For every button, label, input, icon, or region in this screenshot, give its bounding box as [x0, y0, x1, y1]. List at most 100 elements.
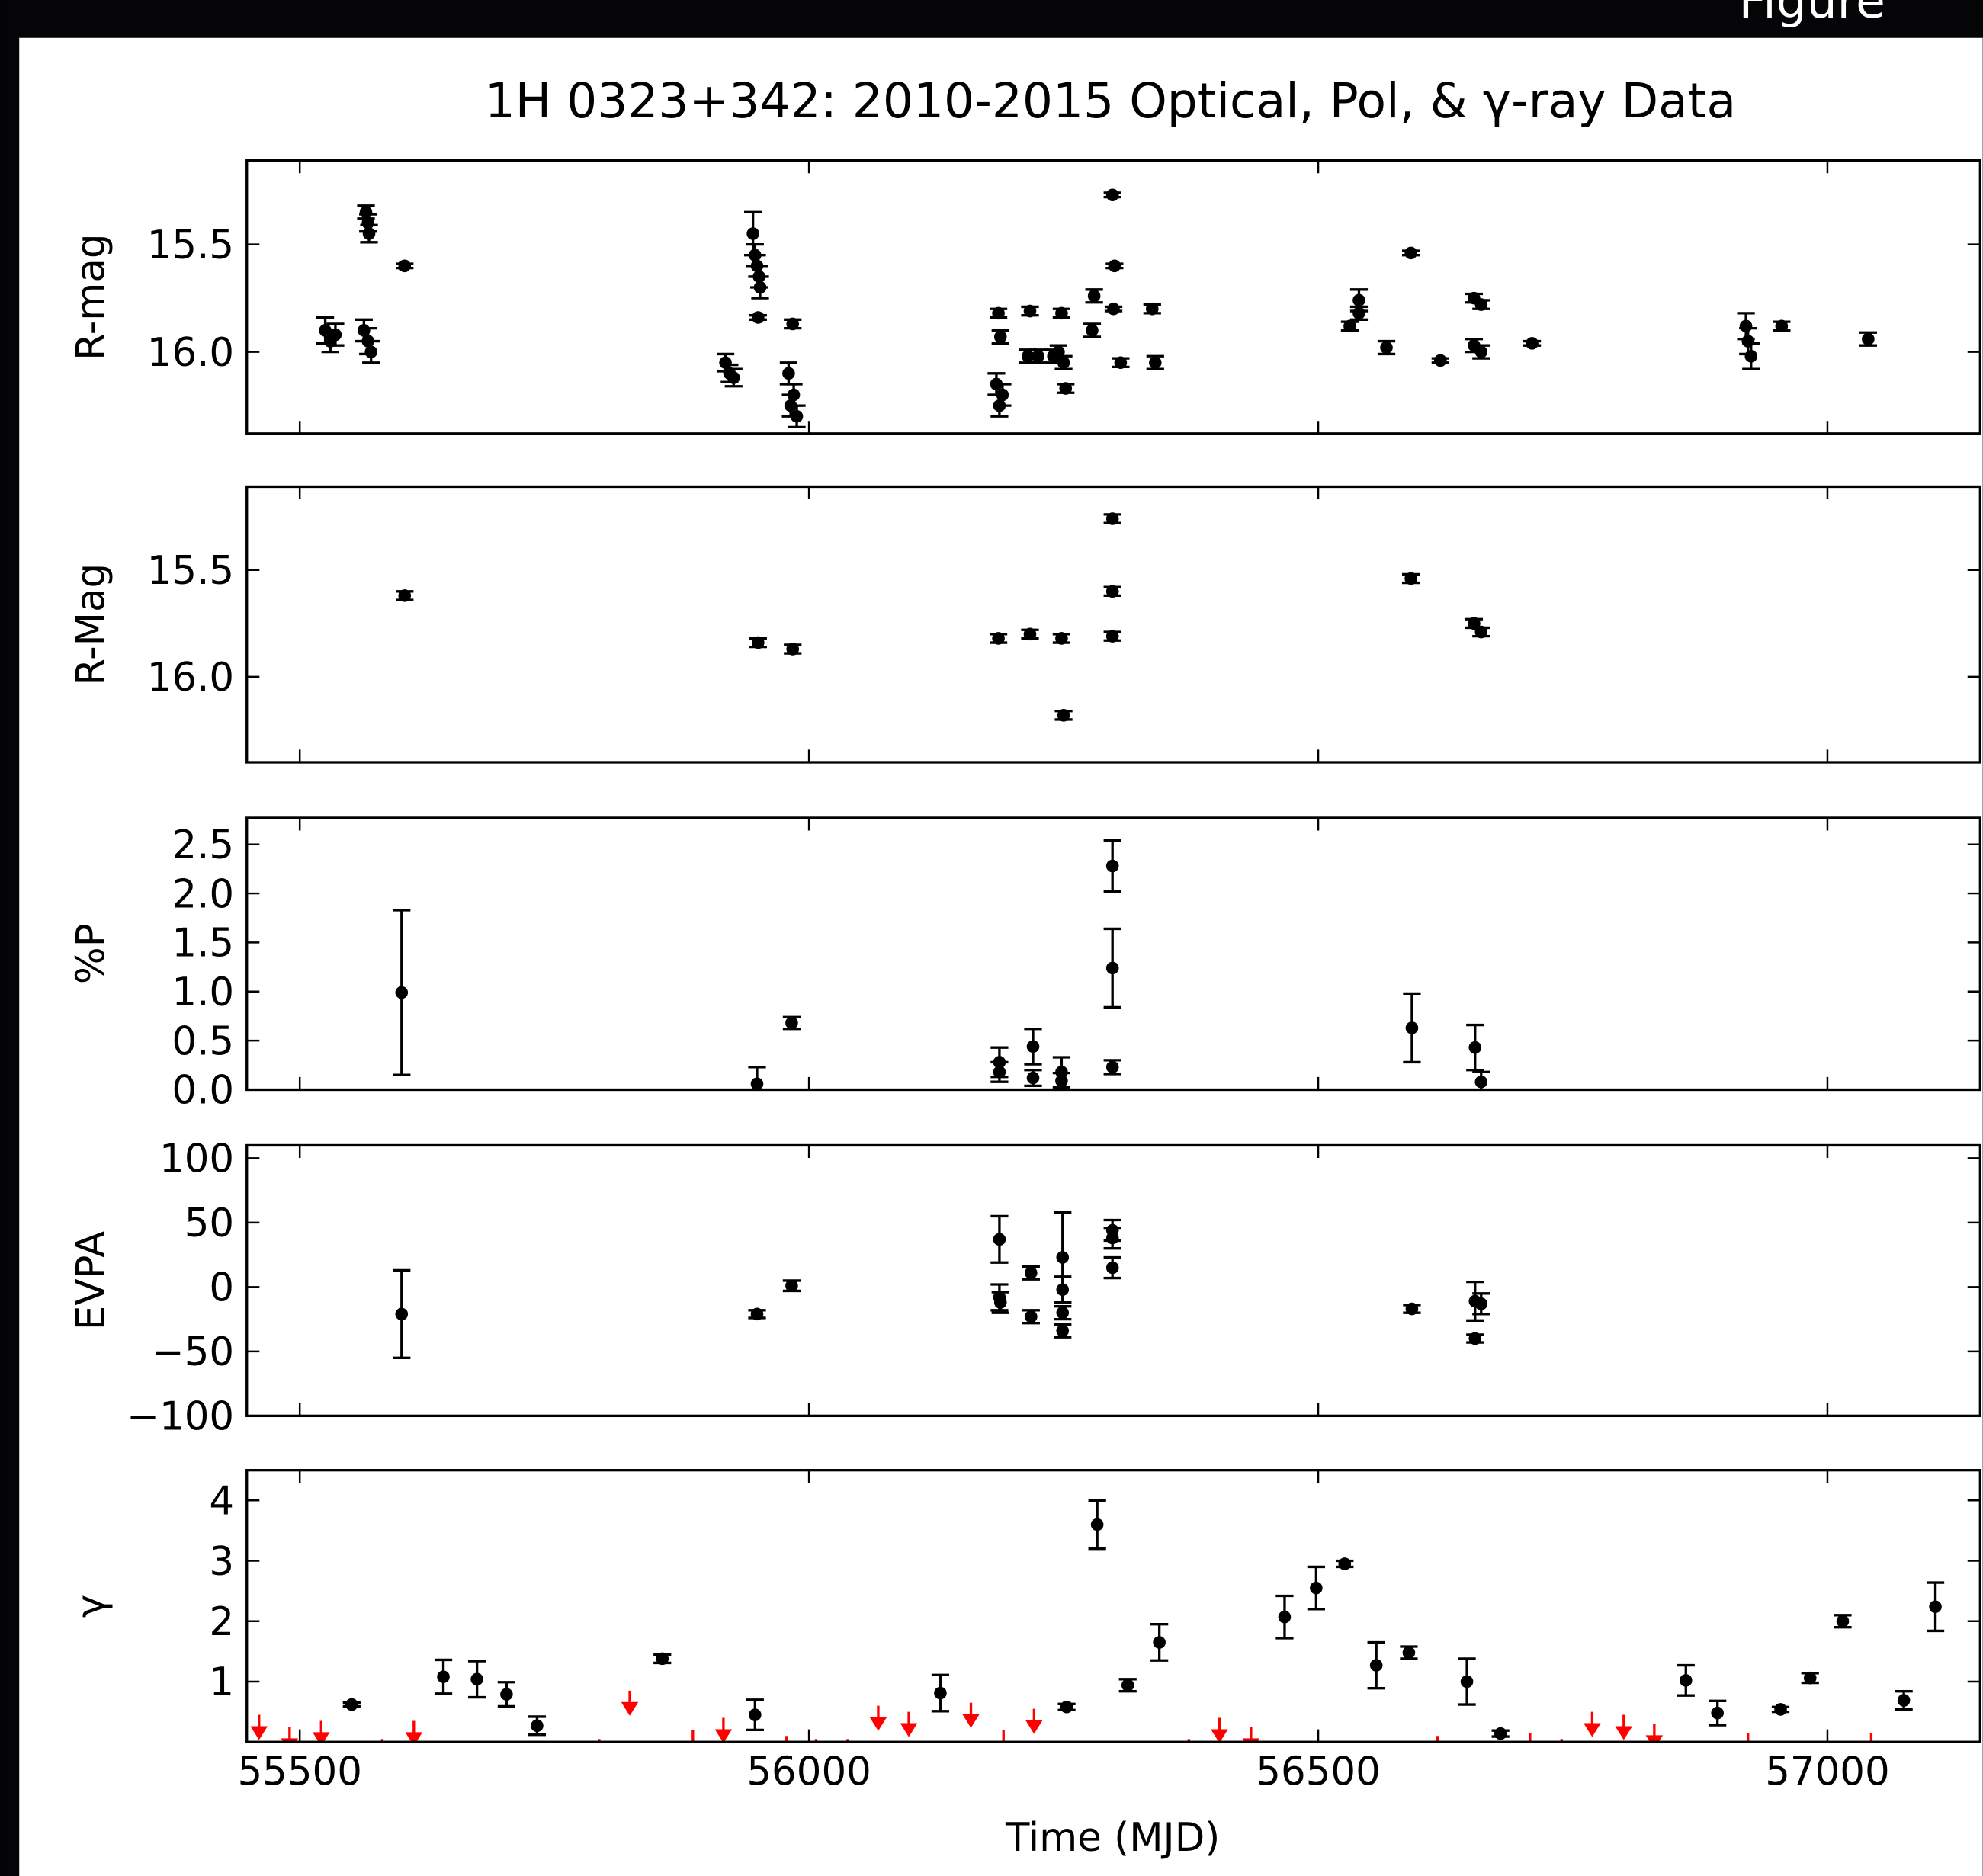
data-point: [470, 1672, 483, 1686]
data-point: [395, 986, 409, 999]
data-point: [1055, 1074, 1068, 1088]
data-point: [1775, 319, 1789, 333]
data-point: [750, 1077, 764, 1090]
data-point: [1460, 1675, 1474, 1688]
y-tick-label: −100: [127, 1394, 234, 1440]
upper-limit-arrow: [900, 1711, 918, 1737]
upper-limit-arrow: [994, 1730, 1012, 1743]
upper-limit-arrow: [250, 1714, 268, 1740]
data-point: [1149, 356, 1162, 370]
data-point: [790, 409, 804, 423]
data-point: [1474, 298, 1488, 311]
data-point: [1026, 1040, 1040, 1053]
data-point: [1474, 1297, 1488, 1310]
data-point: [993, 1296, 1007, 1309]
data-point: [786, 317, 800, 331]
data-point: [1105, 859, 1119, 873]
axes-frame: [245, 1143, 1981, 1418]
y-tick-label: 1.5: [172, 921, 234, 967]
data-point: [656, 1652, 669, 1666]
upper-limit-arrow: [621, 1690, 639, 1716]
data-point: [1343, 319, 1356, 333]
axes-frame: [245, 816, 1981, 1092]
y-tick-label: 4: [209, 1479, 234, 1525]
data-point: [1836, 1615, 1850, 1628]
data-point: [1121, 1679, 1134, 1692]
data-point: [1468, 1041, 1482, 1054]
y-axis-label: γ: [68, 1595, 114, 1618]
y-tick-label: 2: [209, 1599, 234, 1645]
data-point: [1105, 1060, 1119, 1074]
upper-limit-arrow: [962, 1702, 980, 1728]
panel: EVPA −100 −50 0 50 100: [68, 1137, 1981, 1440]
data-point: [1055, 306, 1068, 320]
y-tick-label: 2.5: [172, 823, 234, 868]
data-point: [395, 1307, 409, 1321]
data-point: [1741, 335, 1755, 348]
data-point: [1278, 1610, 1292, 1624]
y-axis-label: %P: [68, 923, 114, 984]
upper-limit-arrow: [1242, 1727, 1260, 1743]
upper-limit-arrow: [1211, 1717, 1228, 1743]
data-point: [1774, 1703, 1787, 1716]
data-point: [1711, 1706, 1724, 1720]
data-point: [1057, 356, 1070, 370]
axes-frame: [245, 159, 1981, 435]
upper-limit-arrow: [1584, 1711, 1601, 1737]
data-point: [993, 1066, 1006, 1079]
x-tick-label: 55500: [237, 1749, 361, 1795]
data-point: [1153, 1636, 1166, 1649]
upper-limit-arrow: [1436, 1736, 1439, 1743]
data-point: [785, 1279, 798, 1292]
data-point: [1352, 293, 1365, 307]
y-tick-label: 100: [159, 1137, 234, 1182]
data-point: [1105, 512, 1119, 525]
data-point: [1744, 349, 1758, 363]
upper-limit-arrow: [714, 1717, 733, 1743]
upper-limit-arrow: [1615, 1714, 1633, 1740]
data-point: [329, 328, 342, 342]
data-point: [1405, 1302, 1419, 1316]
data-point: [359, 206, 373, 219]
y-tick-label: 0.5: [172, 1018, 234, 1064]
data-point: [364, 345, 377, 358]
data-point: [992, 632, 1005, 645]
data-point: [1087, 290, 1101, 303]
data-point: [1105, 961, 1119, 975]
data-point: [1369, 1659, 1383, 1672]
data-point: [746, 227, 759, 240]
data-point: [1090, 1518, 1104, 1531]
upper-limit-arrow: [684, 1730, 702, 1743]
data-point: [1055, 632, 1068, 645]
data-point: [1026, 1071, 1040, 1085]
data-point: [1739, 319, 1753, 333]
y-tick-label: 0.0: [172, 1068, 234, 1114]
data-point: [1025, 1266, 1038, 1280]
data-point: [437, 1670, 450, 1683]
data-point: [1474, 625, 1488, 639]
upper-limit-arrow: [869, 1705, 887, 1731]
y-tick-label: 50: [185, 1201, 234, 1246]
y-tick-label: 15.5: [147, 223, 234, 268]
x-axis-label: Time (MJD): [1005, 1815, 1220, 1861]
axes-frame: [245, 485, 1981, 764]
figure-label: Figure: [1739, 0, 1885, 29]
data-point: [1107, 302, 1120, 316]
data-point: [1025, 1310, 1038, 1323]
data-point: [1056, 1306, 1070, 1320]
y-axis-label: R-Mag: [68, 563, 114, 686]
y-tick-label: 1.0: [172, 970, 234, 1015]
data-point: [1047, 349, 1060, 363]
data-point: [993, 330, 1007, 344]
data-point: [1929, 1600, 1942, 1614]
data-point: [1897, 1694, 1911, 1707]
plot-area: [396, 512, 1490, 722]
panel: R-Mag 15.5 16.0: [68, 485, 1981, 764]
data-point: [1108, 259, 1121, 273]
data-point: [786, 643, 800, 656]
plot-area: [316, 188, 1877, 429]
plot-area: [250, 1499, 1945, 1743]
data-point: [1032, 349, 1044, 363]
